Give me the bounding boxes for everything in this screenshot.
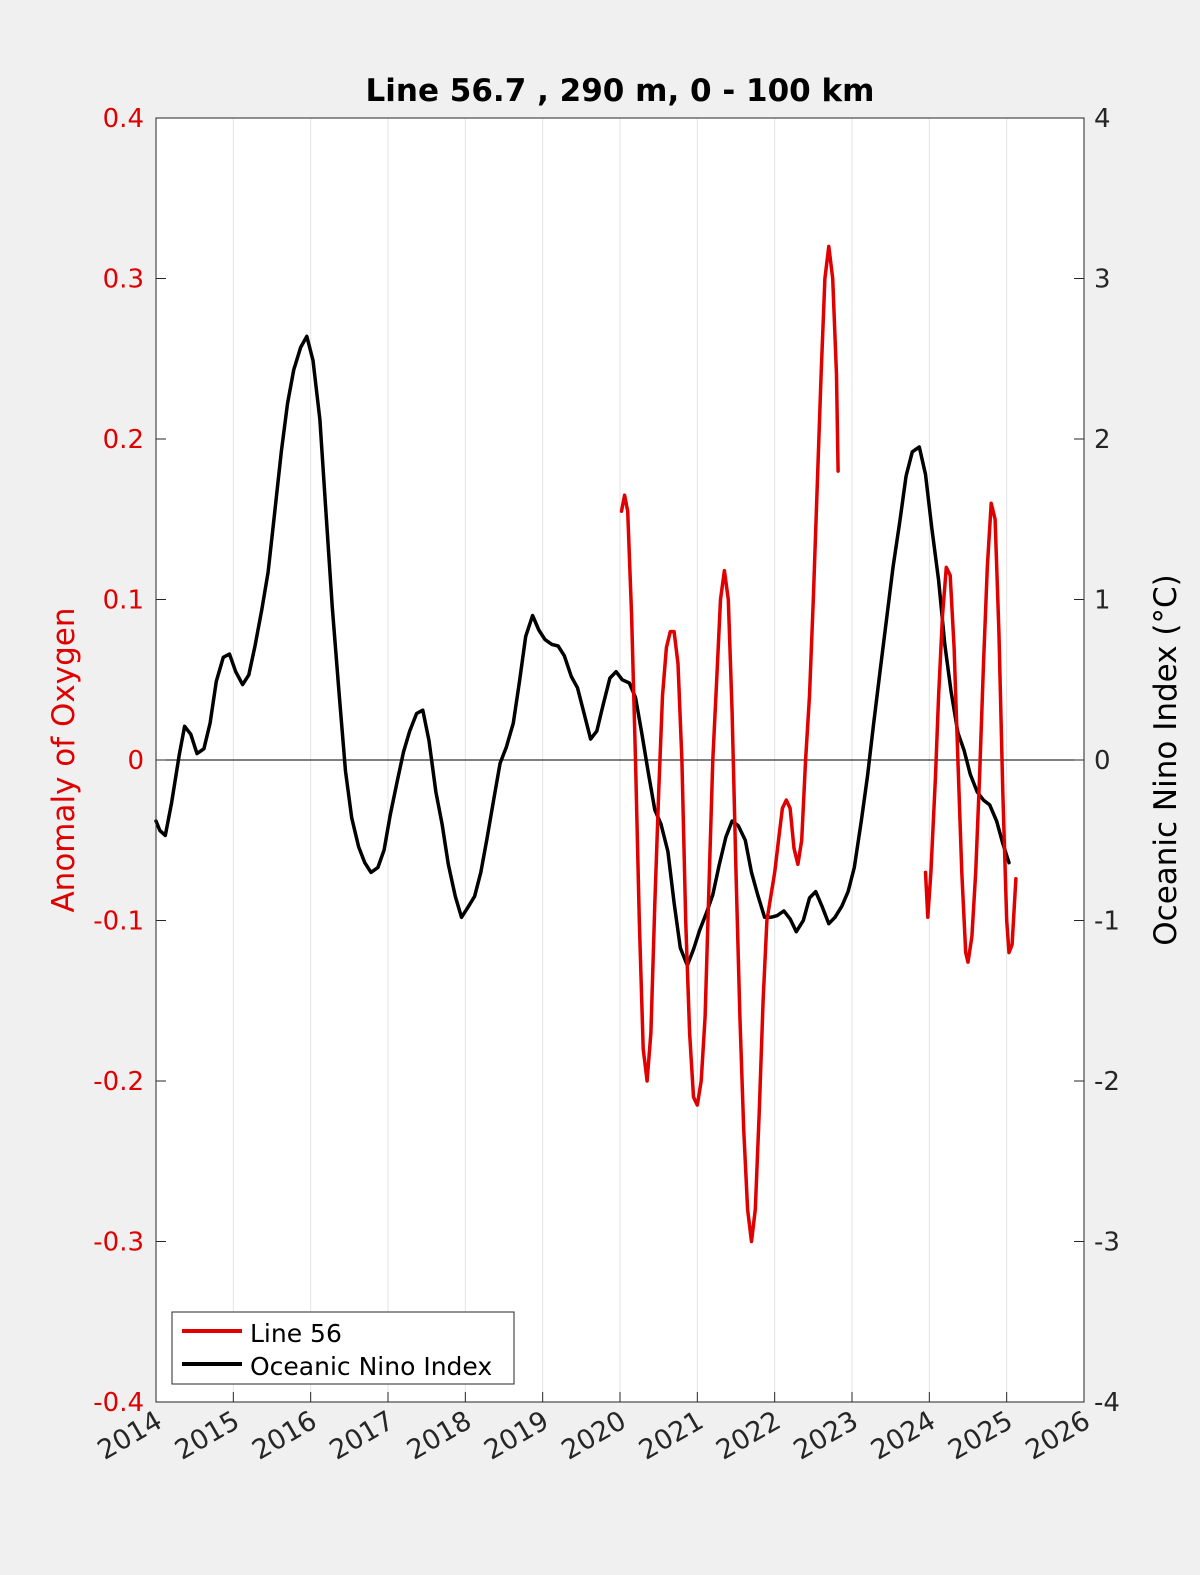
legend-label-line56: Line 56 <box>250 1319 342 1348</box>
series-line-oceanic-nino-index <box>154 334 1011 968</box>
y-right-tick-label: 3 <box>1094 265 1111 295</box>
series-line-line56 <box>923 501 1018 964</box>
series-layer <box>154 244 1018 1244</box>
y-right-tick-label: -4 <box>1094 1388 1120 1418</box>
legend: Line 56 Oceanic Nino Index <box>171 1311 515 1385</box>
y-right-tick-label: 4 <box>1094 104 1111 134</box>
ticks-layer: 2014 2015 2016 2017 2018 2019 2020 2021 2022 2023… <box>92 104 1119 1466</box>
y-left-tick-label: -0.1 <box>93 907 144 937</box>
y-right-tick-label: -3 <box>1094 1228 1120 1258</box>
y-left-tick-label: -0.4 <box>93 1388 144 1418</box>
y-left-tick-label: 0.3 <box>103 265 144 295</box>
y-left-tick-label: 0.1 <box>103 586 144 616</box>
y-left-tick-label: 0.4 <box>103 104 144 134</box>
y-left-tick-label: 0.2 <box>103 425 144 455</box>
legend-box <box>171 1311 515 1385</box>
y-left-tick-label: -0.2 <box>93 1067 144 1097</box>
y-right-tick-label: 0 <box>1094 746 1111 776</box>
y-right-tick-label: -2 <box>1094 1067 1120 1097</box>
y-left-tick-label: 0 <box>127 746 144 776</box>
y-left-tick-label: -0.3 <box>93 1228 144 1258</box>
chart-title: Line 56.7 , 290 m, 0 - 100 km <box>366 73 875 109</box>
y-axis-right-label: Oceanic Nino Index (°C) <box>1148 574 1184 945</box>
y-axis-left-label: Anomaly of Oxygen <box>46 607 82 912</box>
y-right-tick-label: 2 <box>1094 425 1111 455</box>
y-right-tick-label: -1 <box>1094 907 1120 937</box>
y-right-tick-label: 1 <box>1094 586 1111 616</box>
legend-label-oni: Oceanic Nino Index <box>250 1352 492 1381</box>
series-line-line56 <box>619 244 840 1244</box>
